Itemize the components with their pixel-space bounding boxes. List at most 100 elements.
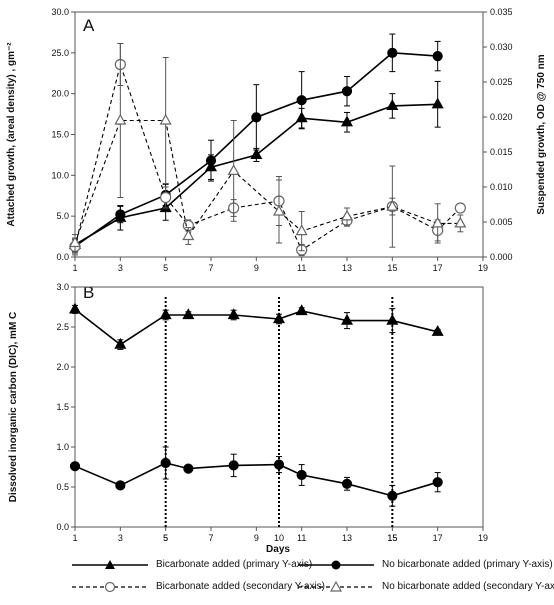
x-tick-label: 3: [118, 263, 123, 273]
data-point: [227, 164, 240, 175]
panel-b: B Dissolved inorganic carbon (DIC), mM C…: [8, 282, 488, 555]
x-tick-label: 5: [163, 263, 168, 273]
x-tick-label: 1: [72, 263, 77, 273]
data-point: [340, 115, 354, 127]
data-point: [431, 216, 444, 228]
data-point: [432, 50, 443, 62]
x-tick-label: 19: [478, 263, 488, 273]
y-tick-label: 20.0: [51, 89, 69, 99]
y-tick-label: 0.5: [56, 482, 69, 492]
data-point: [295, 304, 308, 316]
y-tick-label: 10.0: [51, 170, 69, 180]
x-tick-label: 9: [254, 263, 259, 273]
y2-tick-label: 0.035: [490, 7, 513, 17]
y-tick-label: 1.0: [56, 442, 69, 452]
y-tick-label: 0.0: [56, 522, 69, 532]
x-tick-label: 15: [387, 533, 397, 543]
data-point: [115, 480, 126, 491]
data-point: [454, 202, 466, 214]
series-circle-filled-primary: [69, 33, 443, 254]
y-tick-label: 2.0: [56, 362, 69, 372]
x-tick-label: 9: [254, 533, 259, 543]
y-tick-label: 2.5: [56, 322, 69, 332]
data-point: [183, 463, 194, 474]
x-tick-label: 13: [342, 533, 352, 543]
data-point: [68, 302, 82, 314]
y2-tick-label: 0.005: [490, 217, 513, 227]
panel-b-xlabel: Days: [266, 544, 290, 555]
x-tick-label: 10: [274, 533, 284, 543]
legend-swatch-bicarb-secondary: [72, 581, 148, 593]
data-point: [386, 199, 399, 211]
data-point: [182, 229, 195, 241]
series-line: [74, 119, 461, 244]
x-tick-label: 7: [208, 533, 213, 543]
y2-tick-label: 0.010: [490, 182, 513, 192]
panel-a-label: A: [83, 16, 95, 35]
x-tick-label: 15: [387, 263, 397, 273]
data-point: [69, 461, 81, 472]
x-tick-label: 19: [478, 533, 488, 543]
data-point: [251, 112, 262, 123]
series-line: [74, 62, 461, 251]
data-point: [296, 95, 307, 106]
series-triangle-open-secondary: [68, 43, 467, 252]
x-tick-label: 5: [163, 533, 168, 543]
data-point: [205, 155, 217, 166]
x-tick-label: 13: [342, 263, 352, 273]
x-tick-label: 17: [433, 263, 443, 273]
y-tick-label: 0.0: [56, 252, 69, 262]
data-point: [115, 209, 126, 220]
data-point: [160, 191, 172, 204]
data-point: [387, 47, 398, 58]
y-tick-label: 25.0: [51, 48, 69, 58]
x-tick-label: 5: [163, 533, 168, 543]
y2-tick-label: 0.020: [490, 112, 513, 122]
data-point: [68, 236, 82, 248]
y2-tick-label: 0.015: [490, 147, 513, 157]
data-point: [114, 113, 127, 125]
y-tick-label: 30.0: [51, 7, 69, 17]
data-point: [340, 313, 354, 325]
figure: A Attached growth, (areal density) , gm⁻…: [6, 7, 547, 555]
series-circle-filled-primary: [69, 446, 443, 507]
y2-tick-label: 0.025: [490, 77, 513, 87]
data-point: [341, 86, 353, 97]
data-point: [159, 308, 172, 320]
series-circle-open-secondary: [69, 43, 466, 257]
series-triangle-filled-primary: [68, 302, 444, 350]
data-point: [454, 216, 467, 228]
data-point: [386, 313, 399, 325]
panel-a-ylabel: Attached growth, (areal density) , gm⁻²: [6, 42, 17, 227]
y-tick-label: 1.5: [56, 402, 69, 412]
legend-label: Bicarbonate added (primary Y-axis): [156, 559, 313, 570]
data-point: [160, 457, 171, 469]
data-point: [340, 209, 354, 221]
panel-a: A Attached growth, (areal density) , gm⁻…: [6, 7, 547, 273]
y-tick-label: 3.0: [56, 282, 69, 292]
data-point: [296, 469, 307, 481]
x-tick-label: 11: [297, 533, 306, 543]
panel-b-label: B: [83, 283, 94, 302]
data-point: [114, 337, 127, 349]
panel-b-ylabel: Dissolved inorganic carbon (DIC), mM C: [8, 312, 19, 503]
x-tick-label: 17: [433, 533, 443, 543]
series-line: [74, 308, 438, 346]
data-point: [272, 204, 286, 216]
data-point: [159, 113, 172, 125]
series-line: [74, 462, 438, 497]
y2-tick-label: 0.030: [490, 42, 513, 52]
data-point: [295, 224, 308, 236]
legend-label: Bicarbonate added (secondary Y-axis): [156, 581, 325, 592]
x-tick-label: 15: [387, 533, 397, 543]
legend-swatch-nobicarb-secondary: [298, 581, 374, 592]
data-point: [431, 97, 444, 109]
data-point: [228, 460, 239, 471]
y2-tick-label: 0.000: [490, 252, 513, 262]
panel-a-y2label: Suspended growth, OD @ 750 nm: [536, 54, 547, 214]
legend-swatch-bicarb-primary: [72, 560, 148, 569]
data-point: [273, 459, 285, 470]
data-point: [341, 478, 353, 489]
legend-label: No bicarbonate added (primary Y-axis): [382, 559, 553, 570]
data-point: [386, 99, 399, 111]
